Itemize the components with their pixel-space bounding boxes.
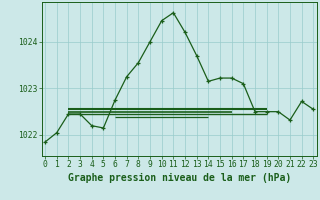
X-axis label: Graphe pression niveau de la mer (hPa): Graphe pression niveau de la mer (hPa) xyxy=(68,173,291,183)
